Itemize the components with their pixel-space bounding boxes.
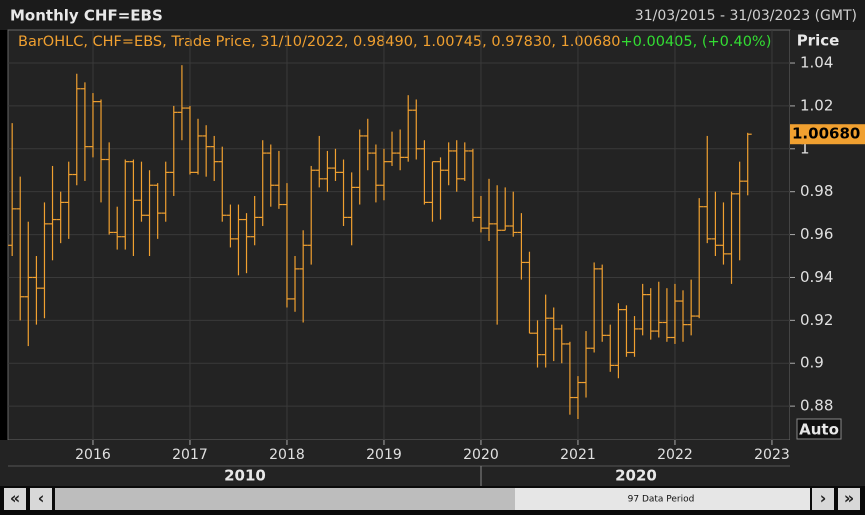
legend: BarOHLC, CHF=EBS, Trade Price, 31/10/202… bbox=[18, 34, 771, 50]
scroll-next-icon[interactable]: › bbox=[820, 489, 827, 508]
x-tick-label: 2020 bbox=[463, 447, 499, 463]
y-tick-label: 0.88 bbox=[800, 397, 833, 415]
scale-mode-button[interactable] bbox=[796, 418, 842, 440]
y-tick-label: 1.02 bbox=[800, 96, 833, 114]
scroll-last[interactable] bbox=[838, 488, 860, 510]
y-tick-label: 0.96 bbox=[800, 225, 833, 243]
last-price-box bbox=[790, 124, 865, 145]
x-axis-area bbox=[0, 440, 865, 486]
legend-text: BarOHLC, CHF=EBS, Trade Price, 31/10/202… bbox=[18, 34, 621, 50]
x-tick-label: 2018 bbox=[269, 447, 305, 463]
scroll-first[interactable] bbox=[4, 488, 26, 510]
scroll-first-icon[interactable]: « bbox=[10, 489, 20, 508]
y-tick-label: 0.98 bbox=[800, 182, 833, 200]
scroll-last-icon[interactable]: » bbox=[844, 489, 854, 508]
scroll-thumb[interactable] bbox=[515, 488, 810, 510]
x-tick-label: 2017 bbox=[172, 447, 208, 463]
y-tick-label: 0.9 bbox=[800, 354, 824, 372]
scroll-prev[interactable] bbox=[30, 488, 52, 510]
y-tick-label: 1 bbox=[800, 139, 810, 157]
title-bar bbox=[0, 0, 865, 30]
scale-mode[interactable]: Auto bbox=[799, 421, 839, 439]
era-label: 2010 bbox=[224, 467, 266, 485]
date-range: 31/03/2015 - 31/03/2023 (GMT) bbox=[635, 8, 857, 24]
last-price-label: 1.00680 bbox=[792, 125, 860, 143]
x-tick-label: 2022 bbox=[657, 447, 693, 463]
x-tick-label: 2016 bbox=[75, 447, 111, 463]
x-tick-label: 2023 bbox=[754, 447, 790, 463]
era-label: 2020 bbox=[615, 467, 657, 485]
bars bbox=[8, 65, 752, 419]
y-axis-label: Price bbox=[797, 32, 840, 50]
chart-title: Monthly CHF=EBS bbox=[10, 7, 163, 25]
x-tick-label: 2019 bbox=[366, 447, 402, 463]
y-tick-label: 0.94 bbox=[800, 268, 833, 286]
scroll-prev-icon[interactable]: ‹ bbox=[38, 489, 45, 508]
y-tick-label: 0.92 bbox=[800, 311, 833, 329]
legend-change: +0.00405, (+0.40%) bbox=[621, 34, 772, 50]
y-tick-label: 1.04 bbox=[800, 54, 833, 72]
y-axis-area bbox=[790, 30, 865, 440]
axes: 0.88 0.9 0.92 0.94 0.96 0.98 1 1.02 1.04 2016 2017… bbox=[75, 54, 865, 463]
scroll-label: 97 Data Period bbox=[628, 495, 695, 505]
scroll-next[interactable] bbox=[812, 488, 834, 510]
x-tick-label: 2021 bbox=[560, 447, 596, 463]
grid bbox=[8, 30, 790, 440]
